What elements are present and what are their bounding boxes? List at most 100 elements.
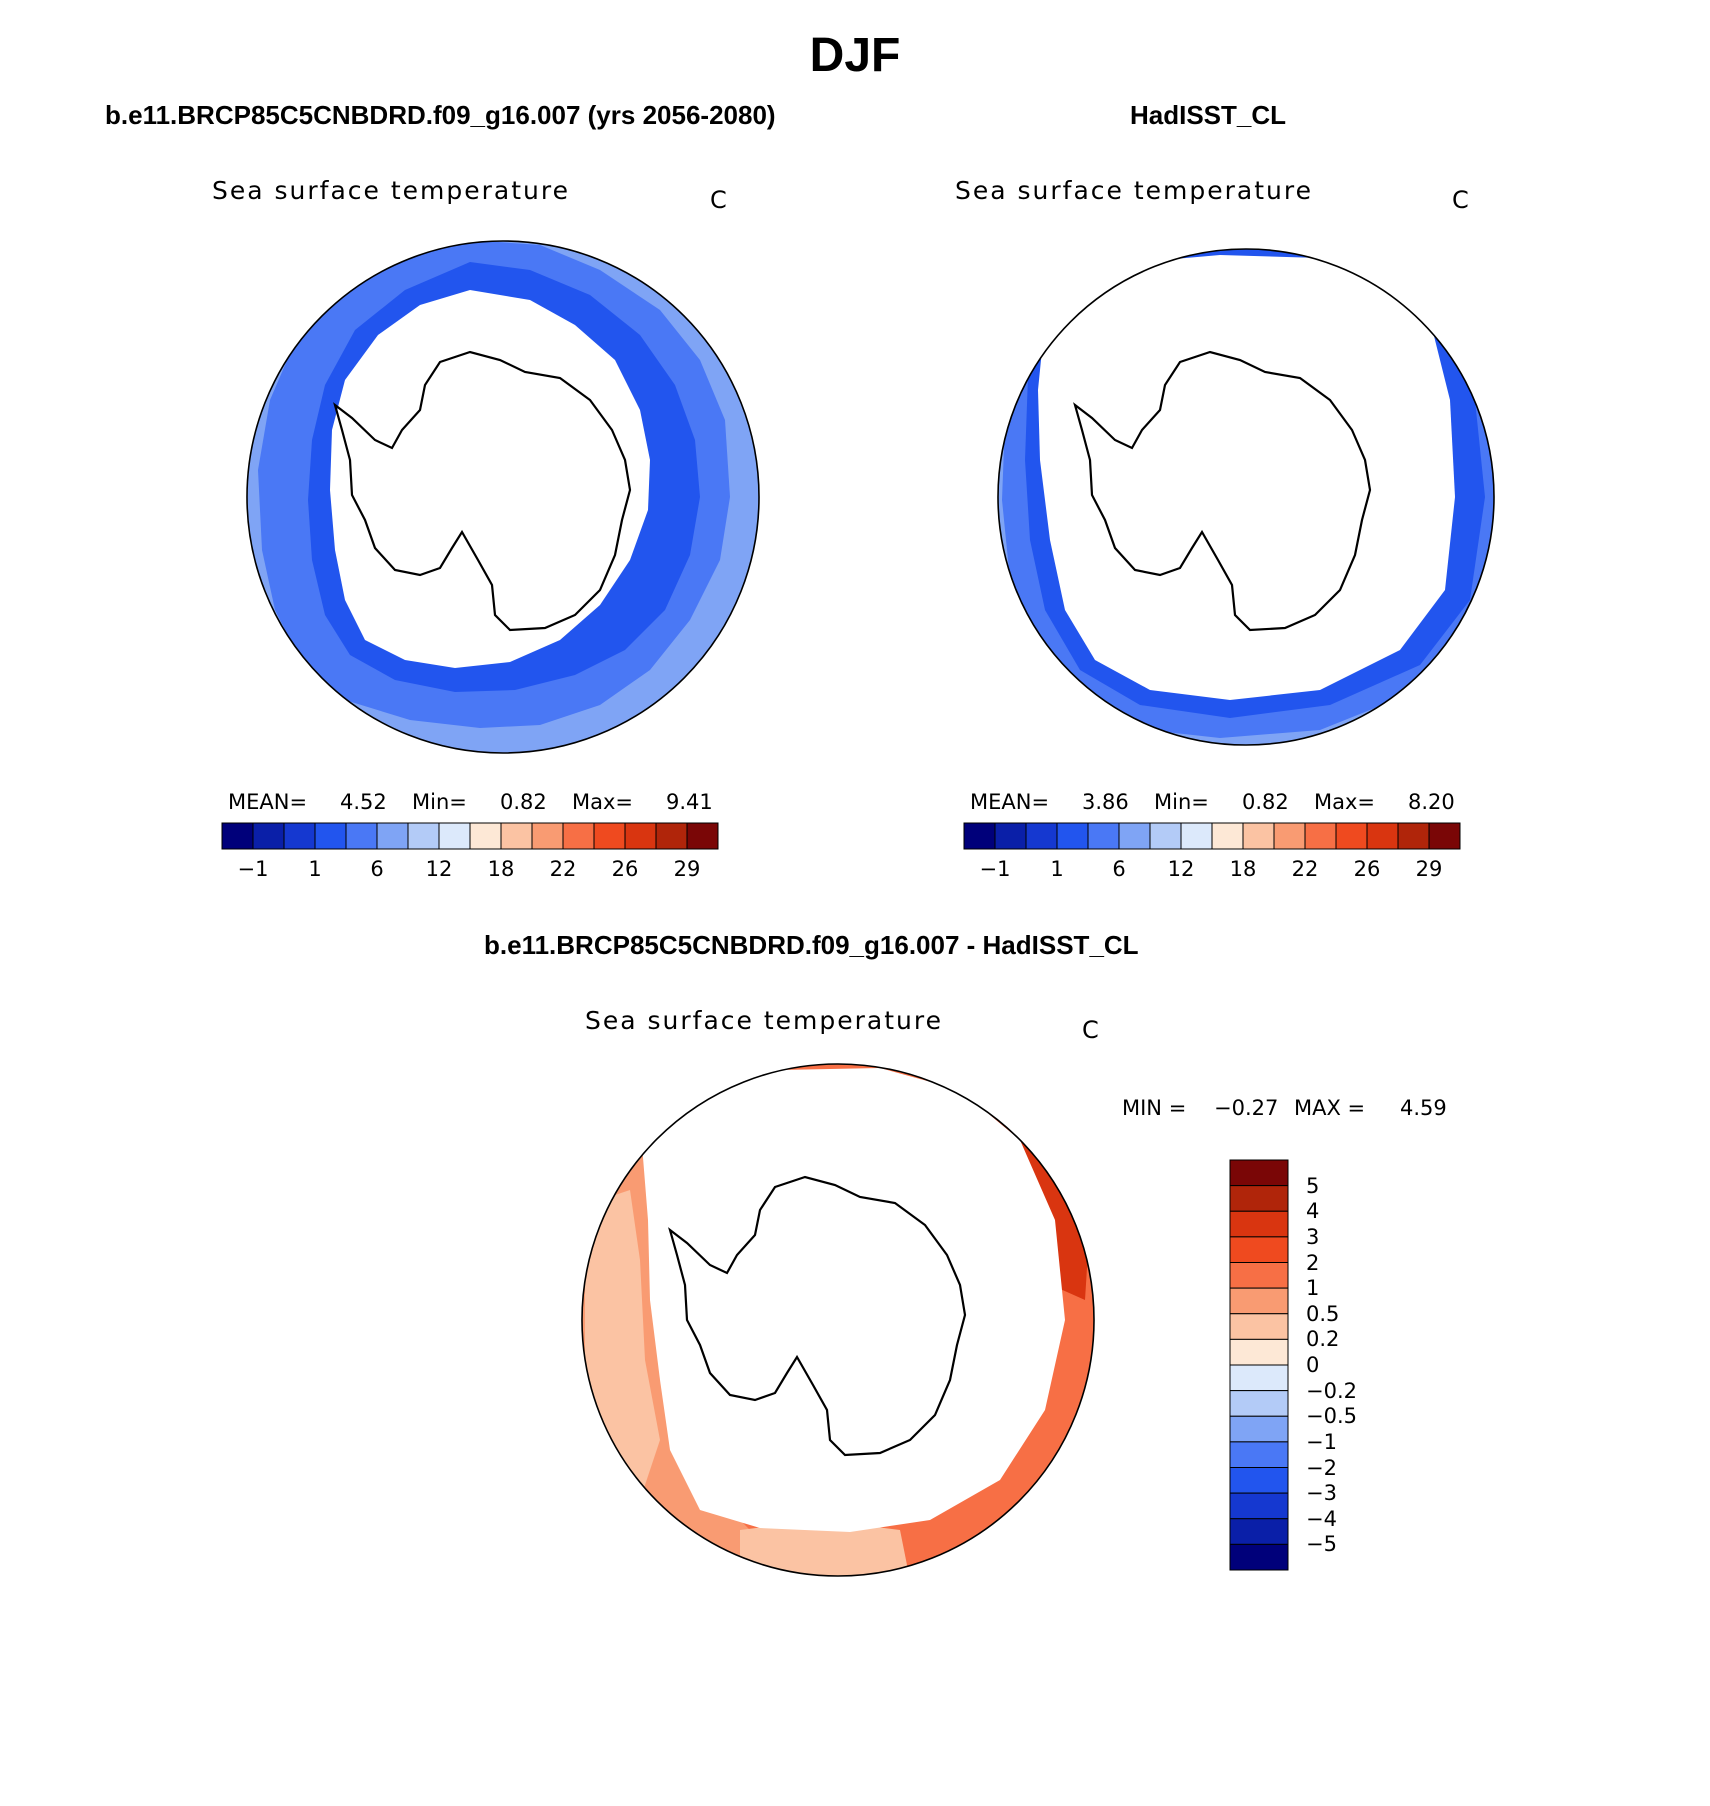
panel1-sst-outer-band	[247, 241, 759, 753]
colorbar-swatch	[1229, 1185, 1289, 1212]
colorbar-tick-label: 18	[1229, 857, 1257, 881]
colorbar-swatch	[1229, 1159, 1289, 1187]
panel1-sst-inner-band	[308, 262, 700, 692]
colorbar-swatch	[1242, 822, 1275, 850]
panel2-sst-mid-band	[1002, 249, 1494, 738]
colorbar-swatch	[1304, 822, 1337, 850]
colorbar-swatch	[407, 822, 440, 850]
colorbar-swatch	[1229, 1415, 1289, 1443]
panel2-mean-value: 3.86	[1082, 790, 1129, 814]
diff-sst-base	[582, 1064, 1094, 1576]
colorbar-swatch	[655, 822, 688, 850]
panel1-sea-ice-mask	[330, 290, 650, 668]
colorbar-tick-label: 3	[1306, 1224, 1320, 1249]
diff-case-title: b.e11.BRCP85C5CNBDRD.f09_g16.007 - HadIS…	[484, 930, 1139, 960]
colorbar-swatch	[1229, 1518, 1289, 1545]
colorbar-tick-label: 29	[673, 857, 701, 881]
colorbar-swatch	[1229, 1338, 1289, 1366]
panel2-colorbar	[963, 822, 1461, 850]
colorbar-swatch	[1229, 1313, 1289, 1340]
panel2-sst-inner-band	[1025, 249, 1485, 718]
colorbar-swatch	[994, 822, 1027, 850]
diff-colorbar	[1229, 1159, 1289, 1571]
colorbar-tick-label: 1	[308, 857, 322, 881]
panel1-case-title: b.e11.BRCP85C5CNBDRD.f09_g16.007 (yrs 20…	[105, 100, 776, 130]
colorbar-tick-label: −2	[1306, 1455, 1337, 1480]
colorbar-tick-label: 1	[1050, 857, 1064, 881]
colorbar-tick-label: −0.5	[1306, 1404, 1357, 1429]
colorbar-tick-label: 6	[370, 857, 384, 881]
diff-sst-south-palest	[740, 1520, 910, 1576]
diff-sst-east-dark	[960, 1090, 1090, 1300]
colorbar-tick-label: 18	[487, 857, 515, 881]
colorbar-swatch	[283, 822, 316, 850]
colorbar-swatch	[593, 822, 626, 850]
colorbar-tick-label: 0	[1306, 1353, 1320, 1377]
colorbar-swatch	[1229, 1467, 1289, 1494]
colorbar-swatch	[1229, 1441, 1289, 1468]
diff-min-value: −0.27	[1214, 1096, 1279, 1120]
colorbar-swatch	[221, 822, 254, 850]
diff-antarctica-coastline	[668, 1175, 967, 1457]
colorbar-swatch	[345, 822, 378, 850]
colorbar-tick-label: 1	[1306, 1276, 1320, 1301]
panel2-sea-ice-mask	[1038, 255, 1455, 700]
colorbar-tick-label: 12	[1167, 857, 1195, 881]
diff-max-label: MAX =	[1294, 1096, 1366, 1120]
colorbar-swatch	[469, 822, 502, 850]
colorbar-swatch	[314, 822, 347, 850]
panel2-variable-title: Sea surface temperature	[955, 176, 1313, 205]
colorbar-swatch	[562, 822, 595, 850]
panel2-min-label: Min=	[1154, 790, 1209, 814]
diff-min-label: MIN =	[1122, 1096, 1187, 1120]
colorbar-swatch	[1397, 822, 1430, 850]
panel1-max-value: 9.41	[666, 790, 713, 814]
colorbar-tick-label: −1	[237, 857, 269, 881]
panel2-antarctica-coastline	[1073, 350, 1372, 632]
colorbar-swatch	[1056, 822, 1089, 850]
figure-title: DJF	[809, 29, 901, 82]
diff-variable-title: Sea surface temperature	[585, 1006, 943, 1035]
colorbar-swatch	[531, 822, 564, 850]
colorbar-swatch	[1229, 1543, 1289, 1571]
colorbar-swatch	[438, 822, 471, 850]
colorbar-tick-label: −5	[1306, 1532, 1337, 1557]
panel2-mean-label: MEAN=	[970, 790, 1050, 814]
panel1-sst-mid-band	[258, 241, 730, 728]
diff-sst-west-light	[582, 1120, 900, 1576]
colorbar-tick-label: 0.2	[1306, 1327, 1340, 1352]
diff-sst-west-palest	[585, 1190, 660, 1500]
colorbar-swatch	[1229, 1210, 1289, 1238]
colorbar-tick-label: −3	[1306, 1481, 1337, 1506]
panel2-case-title: HadISST_CL	[1130, 100, 1287, 130]
colorbar-swatch	[1211, 822, 1244, 850]
colorbar-swatch	[1149, 822, 1182, 850]
colorbar-swatch	[500, 822, 533, 850]
colorbar-swatch	[1229, 1262, 1289, 1289]
colorbar-swatch	[686, 822, 719, 850]
colorbar-swatch	[1087, 822, 1120, 850]
panel1-min-label: Min=	[412, 790, 467, 814]
colorbar-swatch	[1229, 1492, 1289, 1520]
colorbar-swatch	[963, 822, 996, 850]
colorbar-swatch	[1118, 822, 1151, 850]
colorbar-swatch	[624, 822, 657, 850]
colorbar-swatch	[376, 822, 409, 850]
panel1-variable-title: Sea surface temperature	[212, 176, 570, 205]
colorbar-tick-label: −4	[1306, 1506, 1337, 1531]
colorbar-swatch	[1273, 822, 1306, 850]
colorbar-swatch	[252, 822, 285, 850]
colorbar-swatch	[1180, 822, 1213, 850]
panel2-max-value: 8.20	[1408, 790, 1455, 814]
panel1-max-label: Max=	[572, 790, 634, 814]
panel2-min-value: 0.82	[1242, 790, 1289, 814]
colorbar-swatch	[1428, 822, 1461, 850]
panel2-max-label: Max=	[1314, 790, 1376, 814]
colorbar-swatch	[1025, 822, 1058, 850]
colorbar-swatch	[1335, 822, 1368, 850]
colorbar-tick-label: 0.5	[1306, 1301, 1340, 1326]
colorbar-swatch	[1229, 1236, 1289, 1263]
